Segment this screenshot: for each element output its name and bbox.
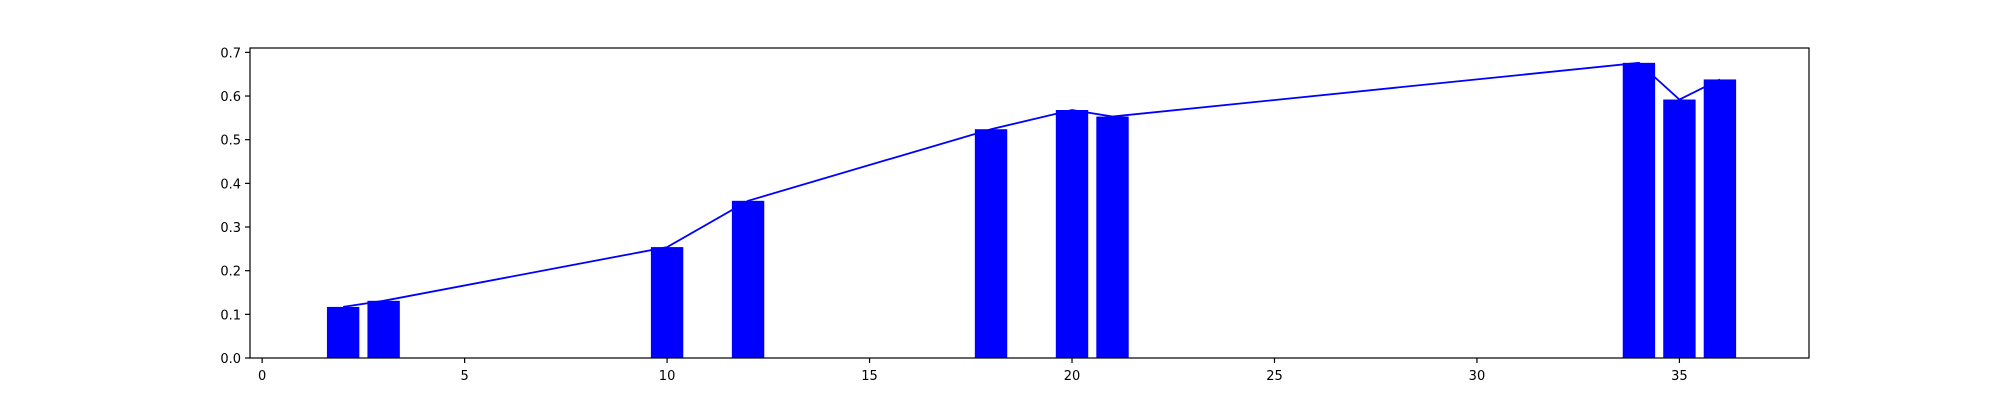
y-tick-label: 0.1	[220, 308, 241, 323]
bar	[1096, 116, 1129, 359]
bar	[974, 129, 1008, 358]
bars-layer	[326, 62, 1737, 359]
y-tick-label: 0.7	[220, 46, 241, 61]
y-tick-label: 0.6	[220, 90, 241, 105]
x-tick-label: 0	[258, 369, 266, 384]
bar	[650, 247, 684, 358]
bar	[1622, 62, 1656, 359]
line-layer	[343, 61, 1721, 308]
y-tick-label: 0.5	[220, 134, 241, 149]
series-line	[343, 61, 1721, 308]
x-tick-label: 15	[861, 369, 878, 384]
bar	[1055, 110, 1089, 358]
bar	[1703, 79, 1737, 359]
plot-frame	[249, 47, 1810, 359]
y-tick-label: 0.2	[220, 265, 241, 280]
x-tick-label: 20	[1064, 369, 1081, 384]
x-tick-label: 30	[1469, 369, 1486, 384]
bar	[326, 306, 360, 358]
x-axis: 0 5 10 15 20 25 30 35	[258, 358, 1688, 384]
x-tick-label: 5	[460, 369, 468, 384]
bar	[367, 300, 400, 358]
x-tick-label: 25	[1266, 369, 1283, 384]
x-tick-label: 10	[659, 369, 676, 384]
bar	[731, 200, 765, 358]
x-tick-label: 35	[1671, 369, 1688, 384]
bar	[1663, 99, 1696, 359]
y-tick-label: 0.0	[220, 352, 241, 367]
y-axis: 0.0 0.1 0.2 0.3 0.4 0.5 0.6 0.7	[220, 46, 250, 367]
y-tick-label: 0.4	[220, 177, 241, 192]
y-tick-label: 0.3	[220, 221, 241, 236]
